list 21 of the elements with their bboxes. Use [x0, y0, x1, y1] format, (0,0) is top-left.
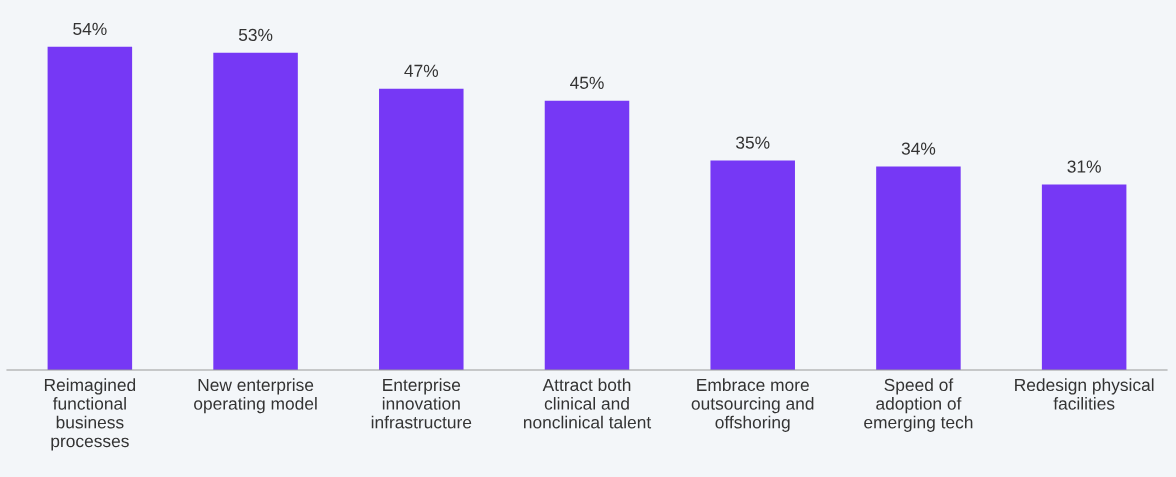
- bar: [544, 100, 630, 370]
- x-tick-label: Attract both clinical and nonclinical talent: [523, 378, 652, 429]
- bar: [876, 166, 961, 370]
- data-label: 31%: [1067, 160, 1101, 173]
- x-tick-label: Enterprise innovation infrastructure: [371, 378, 472, 429]
- bar: [1041, 184, 1127, 370]
- data-label: 54%: [73, 22, 107, 36]
- bar: [379, 88, 464, 370]
- data-label: 34%: [901, 142, 936, 155]
- data-label: 45%: [570, 76, 604, 89]
- bar: [213, 52, 298, 370]
- x-tick-label: Speed of adoption of emerging tech: [864, 378, 973, 432]
- data-label: 35%: [736, 136, 770, 149]
- bar: [710, 160, 795, 370]
- data-label: 47%: [404, 64, 439, 77]
- bar: [47, 46, 133, 370]
- x-tick-label: New enterprise operating model: [194, 378, 317, 414]
- data-label: 53%: [238, 28, 273, 42]
- x-tick-label: Redesign physical facilities: [1015, 378, 1154, 410]
- x-tick-label: Embrace more outsourcing and offshoring: [691, 378, 814, 432]
- x-tick-label: Reimagined functional business processes: [44, 378, 136, 451]
